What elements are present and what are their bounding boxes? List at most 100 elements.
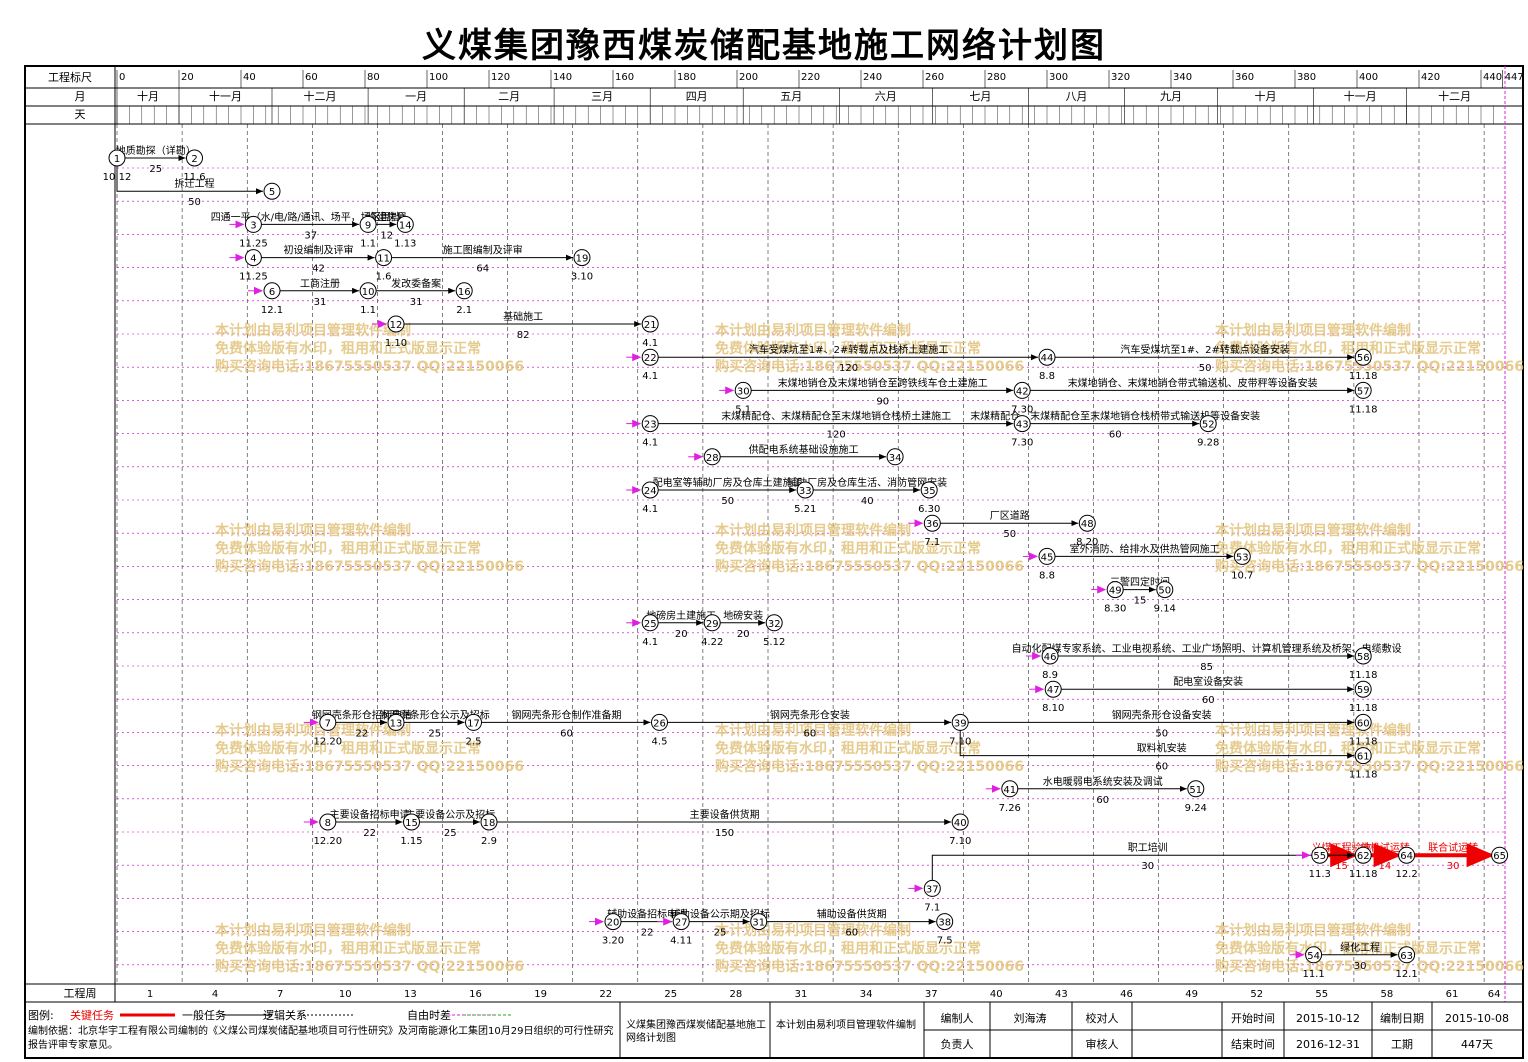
node-date: 11.18	[1349, 404, 1378, 415]
scale-tick: 360	[1235, 72, 1254, 83]
task-name: 末煤精配仓、末煤精配仓至末煤地销仓栈桥带式输送机等设备安装	[970, 410, 1260, 423]
watermark-text: 本计划由易利项目管理软件编制	[1215, 922, 1411, 939]
start-label: 开始时间	[1231, 1011, 1275, 1025]
node-date: 1.1	[360, 305, 376, 316]
event-node	[1156, 581, 1174, 599]
task-duration: 12	[380, 230, 393, 241]
event-node	[734, 381, 752, 399]
event-node	[641, 614, 659, 632]
week-number: 28	[730, 989, 743, 1000]
event-node	[936, 913, 954, 931]
event-node	[1001, 780, 1019, 798]
node-id: 26	[653, 718, 666, 729]
node-id: 52	[1202, 420, 1215, 431]
event-node	[465, 713, 482, 731]
node-id: 57	[1357, 386, 1370, 397]
week-number: 37	[925, 989, 938, 1000]
event-node	[1354, 680, 1372, 698]
legend-item: 一般任务	[182, 1009, 226, 1022]
node-id: 36	[926, 519, 939, 530]
task-duration: 50	[188, 197, 201, 208]
node-id: 43	[1016, 420, 1029, 431]
node-id: 11	[377, 254, 390, 265]
event-node	[1106, 581, 1124, 599]
event-node	[244, 215, 262, 233]
node-date: 8.20	[1076, 537, 1098, 548]
week-number: 10	[339, 989, 352, 1000]
node-id: 55	[1313, 851, 1326, 862]
node-id: 3	[250, 220, 256, 231]
event-node	[796, 481, 814, 499]
watermark-text: 免费体验版有水印，租用和正式版显示正常	[215, 740, 481, 757]
task-duration: 60	[1096, 795, 1109, 806]
node-date: 12.1	[1395, 969, 1417, 980]
scale-tick: 447	[1505, 72, 1524, 83]
watermark-text: 购买咨询电话:18675550537 QQ:22150066	[215, 958, 524, 975]
scale-tick: 280	[987, 72, 1006, 83]
node-id: 12	[390, 320, 403, 331]
task-duration: 64	[476, 264, 489, 275]
made-date: 2015-10-08	[1445, 1012, 1509, 1025]
task-name: 地磅安装	[723, 609, 763, 622]
node-date: 7.26	[999, 803, 1021, 814]
task-duration: 90	[876, 396, 889, 407]
watermark-text: 购买咨询电话:18675550537 QQ:22150066	[215, 758, 524, 775]
node-id: 64	[1400, 851, 1413, 862]
week-number: 61	[1446, 989, 1459, 1000]
event-node	[703, 614, 721, 632]
event-node	[319, 713, 337, 731]
task-duration: 22	[363, 828, 376, 839]
footer-chart-name-1: 义煤集团豫西煤炭储配基地施工	[626, 1018, 766, 1031]
legend-item: 逻辑关系	[263, 1008, 307, 1022]
node-date: 4.22	[701, 637, 723, 648]
basis-line-1: 编制依据：北京华宇工程有限公司编制的《义煤公司煤炭储配基地项目可行性研究》及河南…	[28, 1024, 613, 1037]
scale-tick: 340	[1173, 72, 1192, 83]
node-id: 59	[1357, 685, 1370, 696]
node-date: 1.1	[360, 238, 376, 249]
start-date: 2015-10-12	[1296, 1012, 1360, 1025]
node-date: 11.18	[1349, 736, 1378, 747]
event-node	[573, 249, 591, 267]
event-node	[1078, 514, 1096, 532]
event-node	[951, 813, 969, 831]
task-name: 主要设备供货期	[690, 808, 760, 821]
made-label: 编制日期	[1380, 1011, 1424, 1025]
task-name: 配电室设备安装	[1173, 675, 1243, 688]
task-name: 钢网壳条形仓招标申请	[312, 708, 412, 721]
node-date: 8.9	[1042, 670, 1058, 681]
node-date: 7.10	[949, 736, 971, 747]
page-title: 义煤集团豫西煤炭储配基地施工网络计划图	[422, 26, 1106, 66]
node-id: 53	[1236, 552, 1249, 563]
event-node	[641, 348, 659, 366]
week-number: 31	[795, 989, 808, 1000]
node-date: 4.1	[642, 438, 658, 449]
scale-tick: 0	[119, 72, 125, 83]
month-name: 十二月	[304, 89, 337, 103]
event-node	[1044, 680, 1062, 698]
watermark-text: 免费体验版有水印，租用和正式版显示正常	[715, 540, 981, 557]
event-node	[1305, 946, 1323, 964]
event-node	[1199, 415, 1217, 433]
reviewer-label: 审核人	[1086, 1037, 1119, 1051]
task-name: 施工图编制及评审	[443, 244, 523, 257]
watermark-text: 购买咨询电话:18675550537 QQ:22150066	[715, 558, 1024, 575]
watermark-text: 本计划由易利项目管理软件编制	[215, 722, 411, 739]
node-id: 1	[114, 154, 120, 165]
watermark-text: 购买咨询电话:18675550537 QQ:22150066	[1215, 358, 1524, 375]
event-node	[1013, 415, 1031, 433]
week-number: 1	[147, 989, 153, 1000]
task-name: 辅助设备供货期	[817, 908, 887, 921]
event-node	[1187, 780, 1205, 798]
node-date: 7.1	[924, 902, 940, 913]
node-id: 33	[799, 486, 812, 497]
node-id: 50	[1158, 586, 1171, 597]
node-date: 8.10	[1042, 703, 1064, 714]
watermark-text: 免费体验版有水印，租用和正式版显示正常	[715, 740, 981, 757]
week-number: 46	[1120, 989, 1133, 1000]
node-date: 11.1	[1302, 969, 1324, 980]
node-date: 3.20	[602, 936, 624, 947]
event-node	[1398, 846, 1416, 864]
watermark-text: 本计划由易利项目管理软件编制	[215, 322, 411, 339]
day-label: 天	[75, 108, 86, 121]
node-date: 5.21	[794, 504, 816, 515]
